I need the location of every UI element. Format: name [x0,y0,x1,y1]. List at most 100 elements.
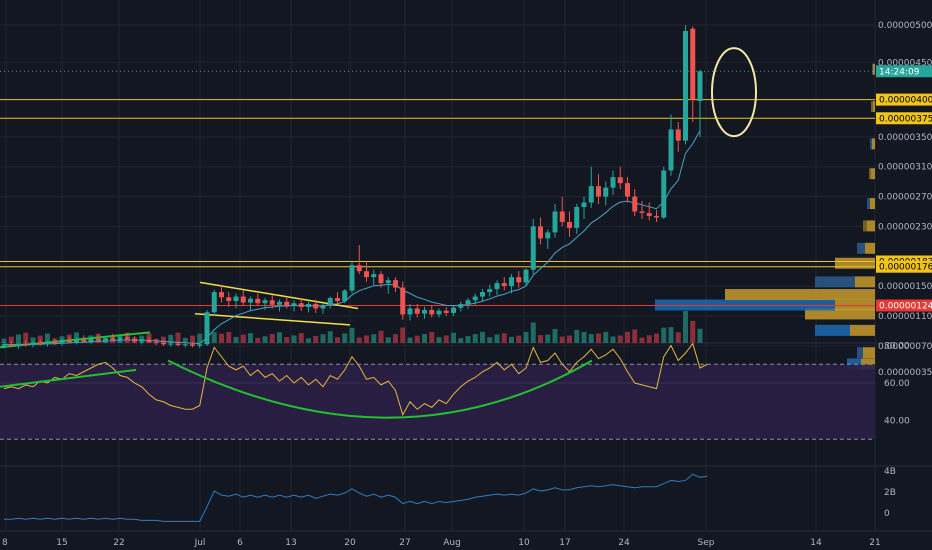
candle-body-91 [661,170,667,218]
candle-body-28 [204,312,210,345]
profile-bar-b-2 [850,324,875,336]
volume-bar-74 [538,335,543,343]
candle-body-55 [400,287,406,315]
price-badge-5: 0.00000124 [879,301,932,311]
profile-bar-a-13 [871,101,873,113]
profile-bar-b-13 [873,101,875,113]
candle-body-43 [313,304,319,309]
volume-bar-91 [661,327,667,343]
volume-bar-48 [349,327,355,343]
volume-bar-35 [255,337,261,343]
x-tick-10: 17 [559,538,570,548]
candle-body-26 [190,344,195,346]
profile-bar-b-3 [863,308,875,320]
volume-bar-53 [385,337,391,343]
price-badge-4: 0.00000176 [879,263,932,273]
volume-bar-61 [443,335,449,343]
profile-bar-a-6 [815,276,855,288]
volume-bar-95 [690,320,696,343]
candle-body-40 [291,303,297,306]
volume-bar-40 [291,335,297,343]
candle-body-11 [81,339,87,342]
volume-bar-33 [240,334,246,343]
candle-body-78 [567,221,572,228]
volume-bar-76 [552,328,558,343]
candlestick-series [1,25,703,349]
price-badge-bg-4 [876,260,932,273]
candle-body-95 [690,28,696,100]
volume-bar-86 [625,331,630,343]
volume-bar-41 [298,333,304,343]
volume-bar-87 [632,329,638,343]
candle-body-93 [675,129,681,141]
candle-body-36 [262,300,268,304]
candle-body-25 [182,344,188,346]
volume-bar-64 [465,336,471,343]
volume-bar-89 [646,335,652,343]
candle-body-24 [175,343,181,346]
volume-bar-47 [342,333,348,343]
x-tick-2: 22 [113,538,124,548]
x-tick-edge: 8 [2,538,8,548]
x-tick-8: Aug [443,538,461,548]
candle-body-86 [625,183,630,197]
price-axis: 0.00000500 0.00000450 0.00000350 0.00000310… [876,21,932,519]
volume-bar-31 [226,332,232,343]
profile-bar-a-2 [815,324,850,336]
volume-bar-30 [219,333,224,343]
candle-body-0 [1,344,7,346]
candle-body-13 [95,339,101,341]
candle-body-33 [240,296,246,303]
obv-level-label-1: 2B [884,488,896,498]
candle-body-83 [603,187,609,197]
candle-body-15 [110,338,116,340]
volume-bar-0 [1,338,7,343]
candle-body-17 [124,337,130,340]
candle-body-48 [349,265,355,291]
price-badge-2: 0.00000375 [879,114,932,124]
candle-body-38 [277,301,282,305]
candle-body-79 [574,207,580,228]
volume-bar-79 [574,329,580,343]
volume-bar-25 [182,337,188,343]
volume-bar-96 [697,328,703,343]
candle-body-85 [617,177,623,184]
volume-bar-75 [545,334,551,343]
volume-bar-72 [523,331,529,343]
candle-body-22 [161,342,166,345]
candle-body-69 [501,283,507,287]
volume-bar-52 [378,330,384,343]
profile-bar-a-10 [867,198,870,210]
candle-body-90 [654,215,659,218]
x-tick-13: 14 [810,538,822,548]
candle-body-59 [429,309,435,315]
obv-pane [4,473,708,522]
volume-bar-5 [37,335,43,343]
candle-body-88 [639,211,645,213]
candle-body-50 [364,271,369,278]
highlight-circle [711,47,757,138]
price-badge-bg-1 [876,93,932,106]
candle-body-7 [52,342,58,344]
profile-bar-a-9 [863,220,867,232]
volume-bar-24 [175,332,181,343]
candle-body-31 [226,297,232,302]
volume-bar-68 [494,334,500,343]
price-label-2: 0.00000350 [878,133,932,143]
candle-body-29 [211,292,217,313]
volume-bar-62 [451,332,456,343]
candle-body-66 [480,292,485,297]
candle-body-62 [451,307,456,313]
volume-bar-56 [407,337,413,343]
candle-body-19 [139,339,145,342]
volume-bar-34 [248,333,253,343]
profile-bar-a-7 [835,257,850,269]
candle-body-63 [458,304,464,308]
candle-body-6 [45,342,50,345]
price-label-9: 0.00000035 [878,368,932,378]
candle-body-94 [683,30,688,141]
obv-level-label-2: 0 [884,509,890,519]
volume-bar-55 [400,327,406,343]
